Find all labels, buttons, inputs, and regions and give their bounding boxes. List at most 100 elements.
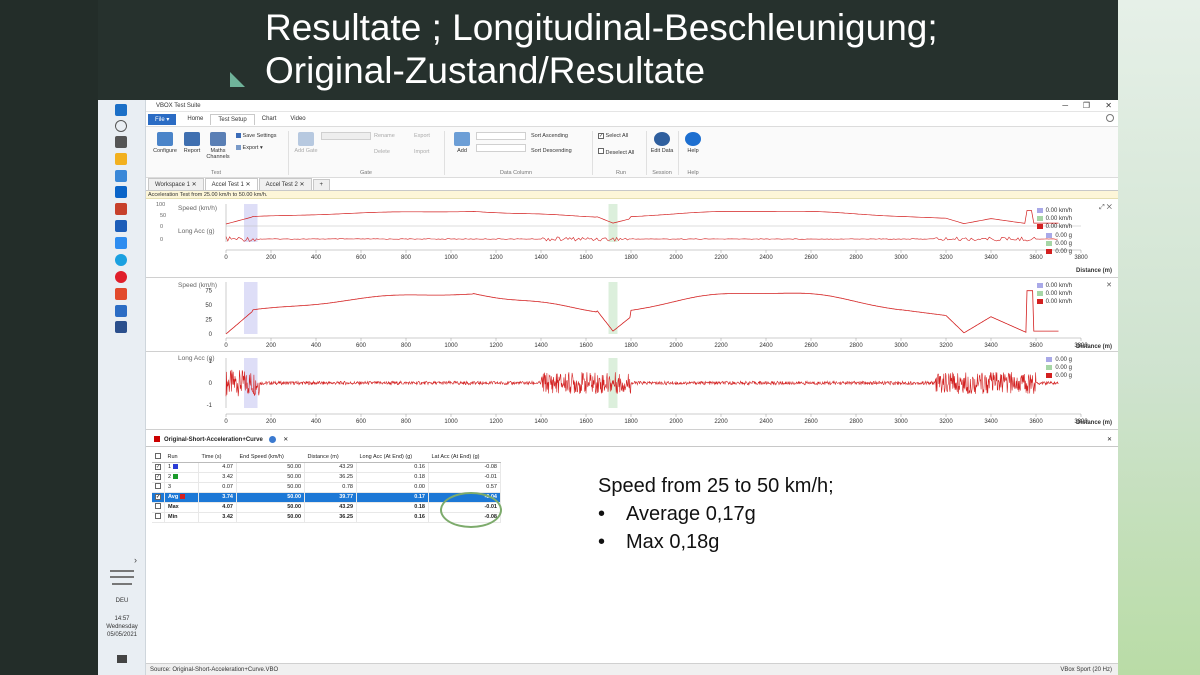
col-long-acc[interactable]: Long Acc (At End) (g) xyxy=(356,452,429,463)
col-distance[interactable]: Distance (m) xyxy=(304,452,357,463)
tab-workspace-1[interactable]: Workspace 1 ✕ xyxy=(148,178,204,190)
row-checkbox[interactable]: ✓ xyxy=(155,494,161,500)
dropbox-icon[interactable] xyxy=(115,237,127,249)
notification-icon[interactable] xyxy=(117,655,127,663)
overview-chart[interactable]: 0 200 400 600 800 1000 1200 1400 1600 1800 2000 220… xyxy=(146,200,1118,278)
column-input-1[interactable] xyxy=(476,132,526,140)
x-tick-label: 600 xyxy=(356,343,367,349)
minimize-button[interactable]: ─ xyxy=(1062,101,1068,110)
maths-channels-button[interactable]: Maths Channels xyxy=(204,132,232,160)
vbox-app-icon[interactable] xyxy=(115,305,127,317)
column-input-2[interactable] xyxy=(476,144,526,152)
table-row[interactable]: 3 0.07 50.00 0.78 0.00 0.57 xyxy=(152,482,501,493)
export-icon xyxy=(236,145,241,151)
col-check[interactable] xyxy=(152,452,165,463)
add-gate-icon xyxy=(298,132,314,146)
windows-start-icon[interactable] xyxy=(115,104,127,116)
export-dropdown[interactable]: Export ▾ xyxy=(236,145,263,151)
ribbon-collapse-icon[interactable] xyxy=(1106,114,1114,122)
file-explorer-icon[interactable] xyxy=(115,153,127,165)
tab-accel-test-1[interactable]: Accel Test 1 ✕ xyxy=(204,178,258,190)
x-tick-label: 3800 xyxy=(1074,255,1088,261)
import-button[interactable]: Import xyxy=(414,149,430,155)
close-button[interactable]: ✕ xyxy=(1105,101,1112,110)
configure-button[interactable]: Configure xyxy=(150,132,180,154)
language-indicator[interactable]: DEU xyxy=(115,598,129,604)
table-cell: Min xyxy=(164,512,199,523)
x-tick-label: 1200 xyxy=(489,419,503,425)
sort-ascending-button[interactable]: Sort Ascending xyxy=(531,133,568,139)
refresh-icon[interactable] xyxy=(268,435,276,443)
legend-entry: 0.00 g xyxy=(1046,240,1072,248)
restore-button[interactable]: ❐ xyxy=(1082,101,1090,110)
search-icon[interactable] xyxy=(115,120,127,132)
tab-video[interactable]: Video xyxy=(290,116,306,122)
sort-descending-button[interactable]: Sort Descending xyxy=(531,148,572,154)
row-checkbox[interactable]: ✓ xyxy=(155,464,161,470)
row-checkbox[interactable]: ✓ xyxy=(155,474,161,480)
legend-entry: 0.00 g xyxy=(1046,364,1072,372)
col-lat-acc[interactable]: Lat Acc (At End) (g) xyxy=(428,452,501,463)
delete-button[interactable]: Delete xyxy=(374,149,390,155)
table-row[interactable]: Max 4.07 50.00 43.29 0.18 -0.01 xyxy=(152,502,501,513)
panel-close-icon[interactable]: ⤢ ✕ xyxy=(1099,204,1112,211)
slide-side-decoration xyxy=(1118,0,1200,675)
col-run[interactable]: Run xyxy=(164,452,199,463)
add-gate-button[interactable]: Add Gate xyxy=(294,132,318,154)
deselect-all-button[interactable]: Deselect All xyxy=(598,148,634,156)
acc-chart-panel[interactable]: 1 0 -1 0 200 400 600 800 1000 1200 1400 1600 1800 200… xyxy=(146,352,1118,430)
taskbar-clock[interactable]: 14:57 Wednesday 05/05/2021 xyxy=(98,615,146,639)
speed-chart-panel[interactable]: 75 50 25 0 0 200 400 600 800 1000 1200 1400 1600 1800… xyxy=(146,278,1118,352)
vbox-test-suite-icon[interactable] xyxy=(115,321,127,333)
long-acc-chart[interactable]: 1 0 -1 0 200 400 600 800 1000 1200 1400 1600 1800 200… xyxy=(146,352,1118,430)
tab-home[interactable]: Home xyxy=(187,116,204,122)
tab-accel-test-2[interactable]: Accel Test 2 ✕ xyxy=(258,178,312,190)
help-button[interactable]: Help xyxy=(682,132,704,154)
results-panel-close-icon[interactable]: ✕ xyxy=(1106,437,1112,443)
word-icon[interactable] xyxy=(115,220,127,232)
app-icon[interactable] xyxy=(115,288,127,300)
network-volume-icon[interactable] xyxy=(112,583,132,589)
panel-close-icon[interactable]: ✕ xyxy=(1106,282,1112,289)
table-row[interactable]: ✓ 2 3.42 50.00 36.25 0.18 -0.01 xyxy=(152,472,501,483)
row-checkbox[interactable] xyxy=(155,483,161,489)
report-button[interactable]: Report xyxy=(180,132,204,154)
task-view-icon[interactable] xyxy=(115,136,127,148)
outlook-icon[interactable] xyxy=(115,186,127,198)
col-time[interactable]: Time (s) xyxy=(198,452,237,463)
end-speed-value: 50.00 xyxy=(287,514,301,520)
powerpoint-icon[interactable] xyxy=(115,203,127,215)
speed-chart[interactable]: 75 50 25 0 0 200 400 600 800 1000 1200 1400 1600 1800… xyxy=(146,278,1118,352)
tray-chevron-icon[interactable]: › xyxy=(134,555,137,565)
header-checkbox[interactable] xyxy=(155,452,161,459)
tab-chart[interactable]: Chart xyxy=(261,116,277,122)
x-tick-label: 2200 xyxy=(714,419,728,425)
results-close-icon[interactable]: ✕ xyxy=(283,437,289,443)
edge-icon[interactable] xyxy=(115,254,127,266)
table-row[interactable]: ✓ 1 4.07 50.00 43.29 0.16 -0.08 xyxy=(152,462,501,473)
table-cell xyxy=(152,482,165,493)
row-checkbox[interactable] xyxy=(155,503,161,509)
add-tab-button[interactable]: + xyxy=(312,179,331,190)
tab-test-setup[interactable]: Test Setup xyxy=(210,113,255,125)
tray-icons[interactable] xyxy=(110,570,134,578)
slide-title-block xyxy=(98,0,1118,100)
save-icon xyxy=(236,133,241,139)
export-gate-button[interactable]: Export xyxy=(414,133,430,139)
rename-button[interactable]: Rename xyxy=(374,133,395,139)
x-tick-label: 2800 xyxy=(849,255,863,261)
tab-file[interactable]: File ▾ xyxy=(148,113,177,125)
table-row[interactable]: Min 3.42 50.00 36.25 0.16 -0.08 xyxy=(152,512,501,523)
save-settings-button[interactable]: Save Settings xyxy=(236,133,276,139)
col-end-speed[interactable]: End Speed (km/h) xyxy=(236,452,305,463)
gate-select[interactable] xyxy=(321,132,371,140)
add-column-button[interactable]: Add xyxy=(450,132,474,154)
overview-chart-panel[interactable]: 0 200 400 600 800 1000 1200 1400 1600 1800 2000 220… xyxy=(146,200,1118,278)
select-all-button[interactable]: ✓ Select All xyxy=(598,133,628,139)
table-row[interactable]: ✓ Avg 3.74 50.00 39.77 0.17 -0.04 xyxy=(152,492,501,503)
run-label: Min xyxy=(168,514,178,520)
row-checkbox[interactable] xyxy=(155,513,161,519)
edit-data-button[interactable]: Edit Data xyxy=(650,132,674,154)
store-icon[interactable] xyxy=(115,170,127,182)
opera-icon[interactable] xyxy=(115,271,127,283)
